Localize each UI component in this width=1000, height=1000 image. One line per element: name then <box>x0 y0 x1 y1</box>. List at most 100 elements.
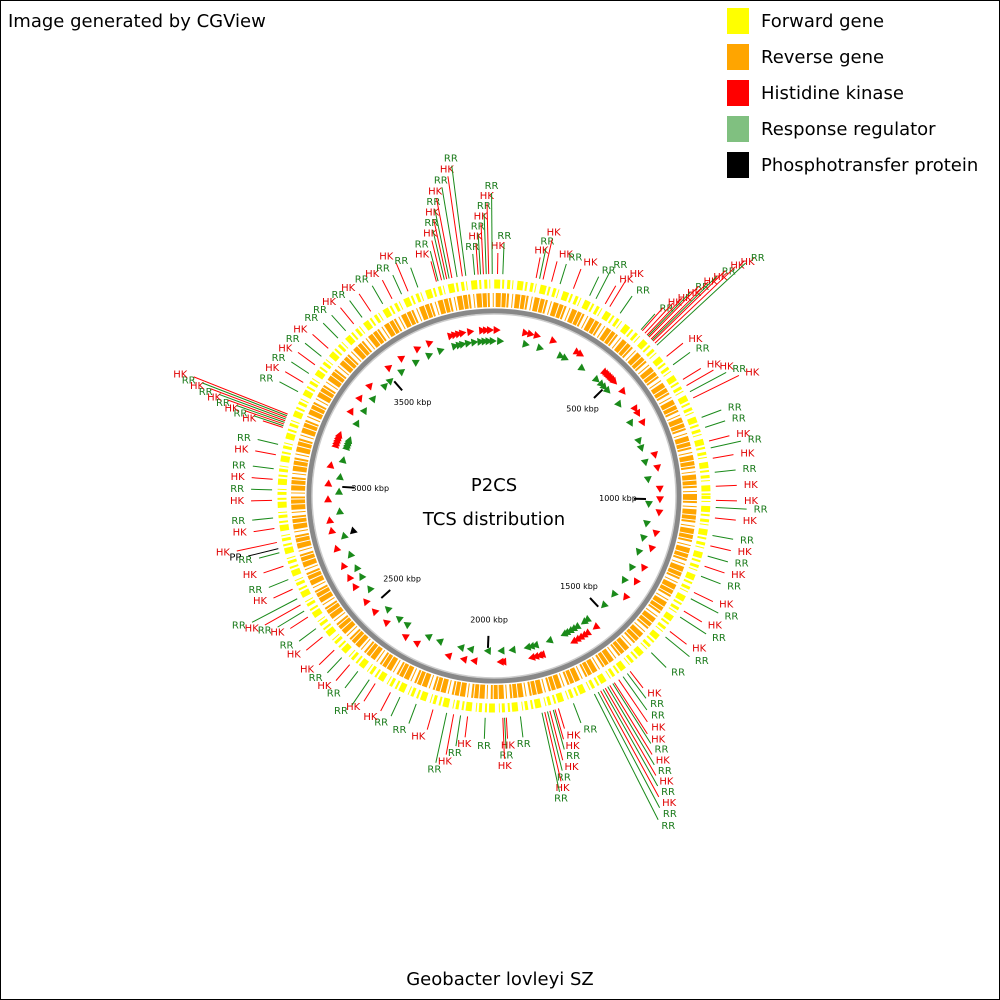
feature-label: HK <box>668 298 683 309</box>
feature-label: RR <box>748 435 762 446</box>
feature-line <box>227 399 286 422</box>
feature-line <box>544 712 562 782</box>
feature-marker <box>580 617 589 625</box>
feature-line <box>712 535 734 540</box>
feature-marker <box>380 382 388 391</box>
scale-tick-label: 3000 kbp <box>351 484 389 493</box>
feature-line <box>541 712 560 792</box>
feature-line <box>714 469 736 473</box>
feature-line <box>472 253 476 275</box>
feature-marker <box>633 577 641 586</box>
feature-line <box>390 696 401 717</box>
feature-marker <box>496 657 504 666</box>
feature-marker <box>464 339 473 348</box>
feature-label: RR <box>427 765 441 776</box>
feature-line <box>344 671 359 689</box>
feature-label: HK <box>719 600 734 611</box>
feature-label: RR <box>444 154 458 165</box>
feature-marker <box>621 575 629 584</box>
feature-line <box>602 689 659 787</box>
feature-line <box>251 598 298 623</box>
reverse-gene-track <box>291 293 697 699</box>
feature-marker <box>384 364 393 373</box>
feature-label: RR <box>636 285 650 296</box>
feature-label: RR <box>712 633 726 644</box>
feature-marker <box>324 495 333 503</box>
scale-tick-label: 500 kbp <box>566 405 599 414</box>
feature-label: HK <box>322 297 337 308</box>
feature-label: HK <box>740 448 755 459</box>
feature-line <box>549 710 564 761</box>
feature-label: RR <box>465 242 479 253</box>
feature-line <box>433 219 448 280</box>
feature-marker <box>636 444 645 452</box>
feature-label: HK <box>731 570 746 581</box>
feature-line <box>395 262 409 292</box>
feature-line <box>475 243 479 275</box>
feature-line <box>626 673 647 699</box>
feature-line <box>284 371 304 383</box>
feature-marker <box>326 461 335 469</box>
feature-line <box>290 616 309 629</box>
feature-label: RR <box>434 175 448 186</box>
feature-label: HK <box>293 325 308 336</box>
feature-marker <box>459 655 468 664</box>
feature-marker <box>435 638 444 646</box>
feature-marker <box>650 450 658 459</box>
feature-label: RR <box>332 290 346 301</box>
feature-line <box>429 251 439 282</box>
feature-label: RR <box>727 581 741 592</box>
feature-marker <box>523 642 532 651</box>
feature-label: HK <box>415 250 430 261</box>
feature-marker <box>526 329 535 338</box>
feature-line <box>392 274 403 295</box>
feature-marker <box>359 407 367 416</box>
feature-line <box>257 439 279 445</box>
feature-marker <box>482 326 491 335</box>
feature-line <box>263 565 284 574</box>
feature-marker <box>486 326 495 335</box>
feature-marker <box>352 419 360 428</box>
feature-line <box>218 393 286 420</box>
feature-line <box>505 717 509 739</box>
feature-label: RR <box>448 748 462 759</box>
feature-marker <box>614 399 622 408</box>
feature-line <box>648 285 699 338</box>
center-subtitle: TCS distribution <box>422 509 565 530</box>
feature-label: HK <box>300 665 315 676</box>
feature-label: HK <box>619 275 634 286</box>
feature-label: RR <box>237 433 251 444</box>
feature-line <box>340 307 355 325</box>
feature-line <box>609 685 653 755</box>
feature-label: RR <box>233 409 247 420</box>
feature-label: HK <box>707 360 722 371</box>
feature-label: RR <box>280 640 294 651</box>
feature-label: HK <box>253 596 268 607</box>
feature-label: HK <box>363 712 378 723</box>
feature-label: HK <box>428 187 443 198</box>
feature-marker <box>457 644 465 652</box>
feature-label: HK <box>534 246 549 257</box>
feature-label: RR <box>557 772 571 783</box>
feature-line <box>351 679 370 706</box>
feature-label: RR <box>304 313 318 324</box>
feature-label: HK <box>491 241 506 252</box>
feature-label: HK <box>365 269 380 280</box>
feature-label: HK <box>647 688 662 699</box>
feature-marker <box>611 589 619 598</box>
feature-marker <box>397 368 406 377</box>
feature-line <box>245 410 285 425</box>
feature-label: HK <box>498 761 513 772</box>
feature-line <box>480 223 484 275</box>
feature-line <box>539 248 547 279</box>
feature-line <box>647 291 691 337</box>
feature-marker <box>522 339 530 348</box>
feature-label: HK <box>687 288 702 299</box>
feature-line <box>380 692 391 712</box>
feature-line <box>268 579 289 588</box>
feature-marker <box>458 340 467 349</box>
feature-marker <box>341 531 349 540</box>
feature-label: HK <box>556 783 571 794</box>
feature-label: HK <box>207 393 222 404</box>
feature-marker <box>347 573 355 583</box>
